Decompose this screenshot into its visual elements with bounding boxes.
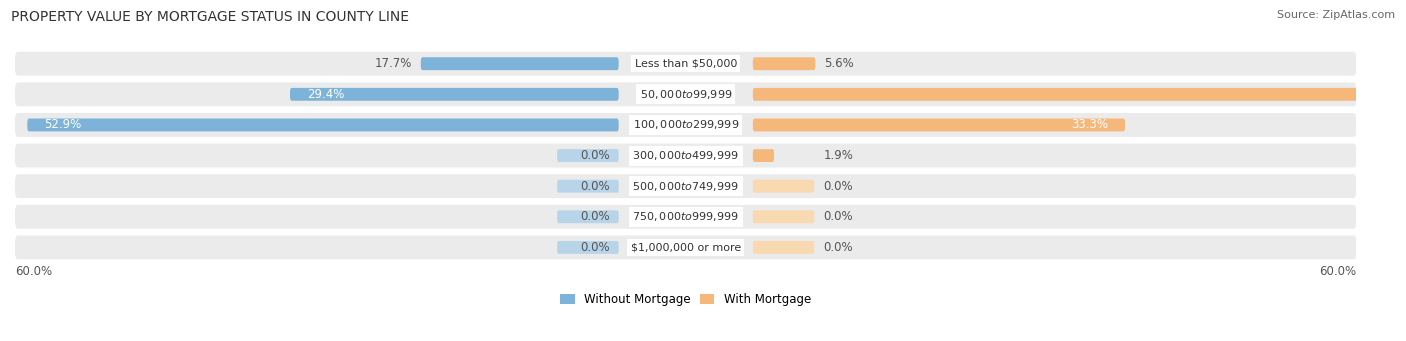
Text: 60.0%: 60.0% [1319, 265, 1357, 278]
FancyBboxPatch shape [752, 210, 814, 223]
FancyBboxPatch shape [420, 57, 619, 70]
FancyBboxPatch shape [752, 57, 815, 70]
Text: PROPERTY VALUE BY MORTGAGE STATUS IN COUNTY LINE: PROPERTY VALUE BY MORTGAGE STATUS IN COU… [11, 10, 409, 24]
Text: 33.3%: 33.3% [1071, 118, 1108, 131]
Text: 59.3%: 59.3% [1362, 88, 1399, 101]
FancyBboxPatch shape [15, 144, 1357, 167]
Text: 0.0%: 0.0% [824, 180, 853, 193]
FancyBboxPatch shape [290, 88, 619, 101]
FancyBboxPatch shape [557, 149, 619, 162]
Legend: Without Mortgage, With Mortgage: Without Mortgage, With Mortgage [555, 288, 815, 311]
FancyBboxPatch shape [752, 88, 1406, 101]
FancyBboxPatch shape [15, 236, 1357, 260]
Text: 0.0%: 0.0% [824, 241, 853, 254]
Text: Less than $50,000: Less than $50,000 [634, 59, 737, 69]
Text: 29.4%: 29.4% [307, 88, 344, 101]
Text: 5.6%: 5.6% [824, 57, 853, 70]
Text: $500,000 to $749,999: $500,000 to $749,999 [633, 180, 740, 193]
FancyBboxPatch shape [15, 174, 1357, 198]
FancyBboxPatch shape [15, 83, 1357, 106]
Text: 0.0%: 0.0% [581, 180, 610, 193]
FancyBboxPatch shape [15, 205, 1357, 229]
FancyBboxPatch shape [752, 119, 1125, 131]
Text: 60.0%: 60.0% [15, 265, 52, 278]
Text: 1.9%: 1.9% [824, 149, 853, 162]
Text: 0.0%: 0.0% [824, 210, 853, 223]
Text: $1,000,000 or more: $1,000,000 or more [631, 242, 741, 252]
FancyBboxPatch shape [752, 149, 775, 162]
Text: $300,000 to $499,999: $300,000 to $499,999 [633, 149, 740, 162]
FancyBboxPatch shape [15, 113, 1357, 137]
FancyBboxPatch shape [27, 119, 619, 131]
Text: $50,000 to $99,999: $50,000 to $99,999 [640, 88, 733, 101]
Text: 0.0%: 0.0% [581, 210, 610, 223]
FancyBboxPatch shape [752, 180, 814, 193]
Text: 0.0%: 0.0% [581, 149, 610, 162]
Text: $750,000 to $999,999: $750,000 to $999,999 [633, 210, 740, 223]
Text: $100,000 to $299,999: $100,000 to $299,999 [633, 118, 740, 131]
Text: 17.7%: 17.7% [374, 57, 412, 70]
FancyBboxPatch shape [557, 180, 619, 193]
FancyBboxPatch shape [752, 241, 814, 254]
Text: 52.9%: 52.9% [44, 118, 82, 131]
FancyBboxPatch shape [557, 241, 619, 254]
Text: 0.0%: 0.0% [581, 241, 610, 254]
FancyBboxPatch shape [557, 210, 619, 223]
FancyBboxPatch shape [15, 52, 1357, 76]
Text: Source: ZipAtlas.com: Source: ZipAtlas.com [1277, 10, 1395, 20]
